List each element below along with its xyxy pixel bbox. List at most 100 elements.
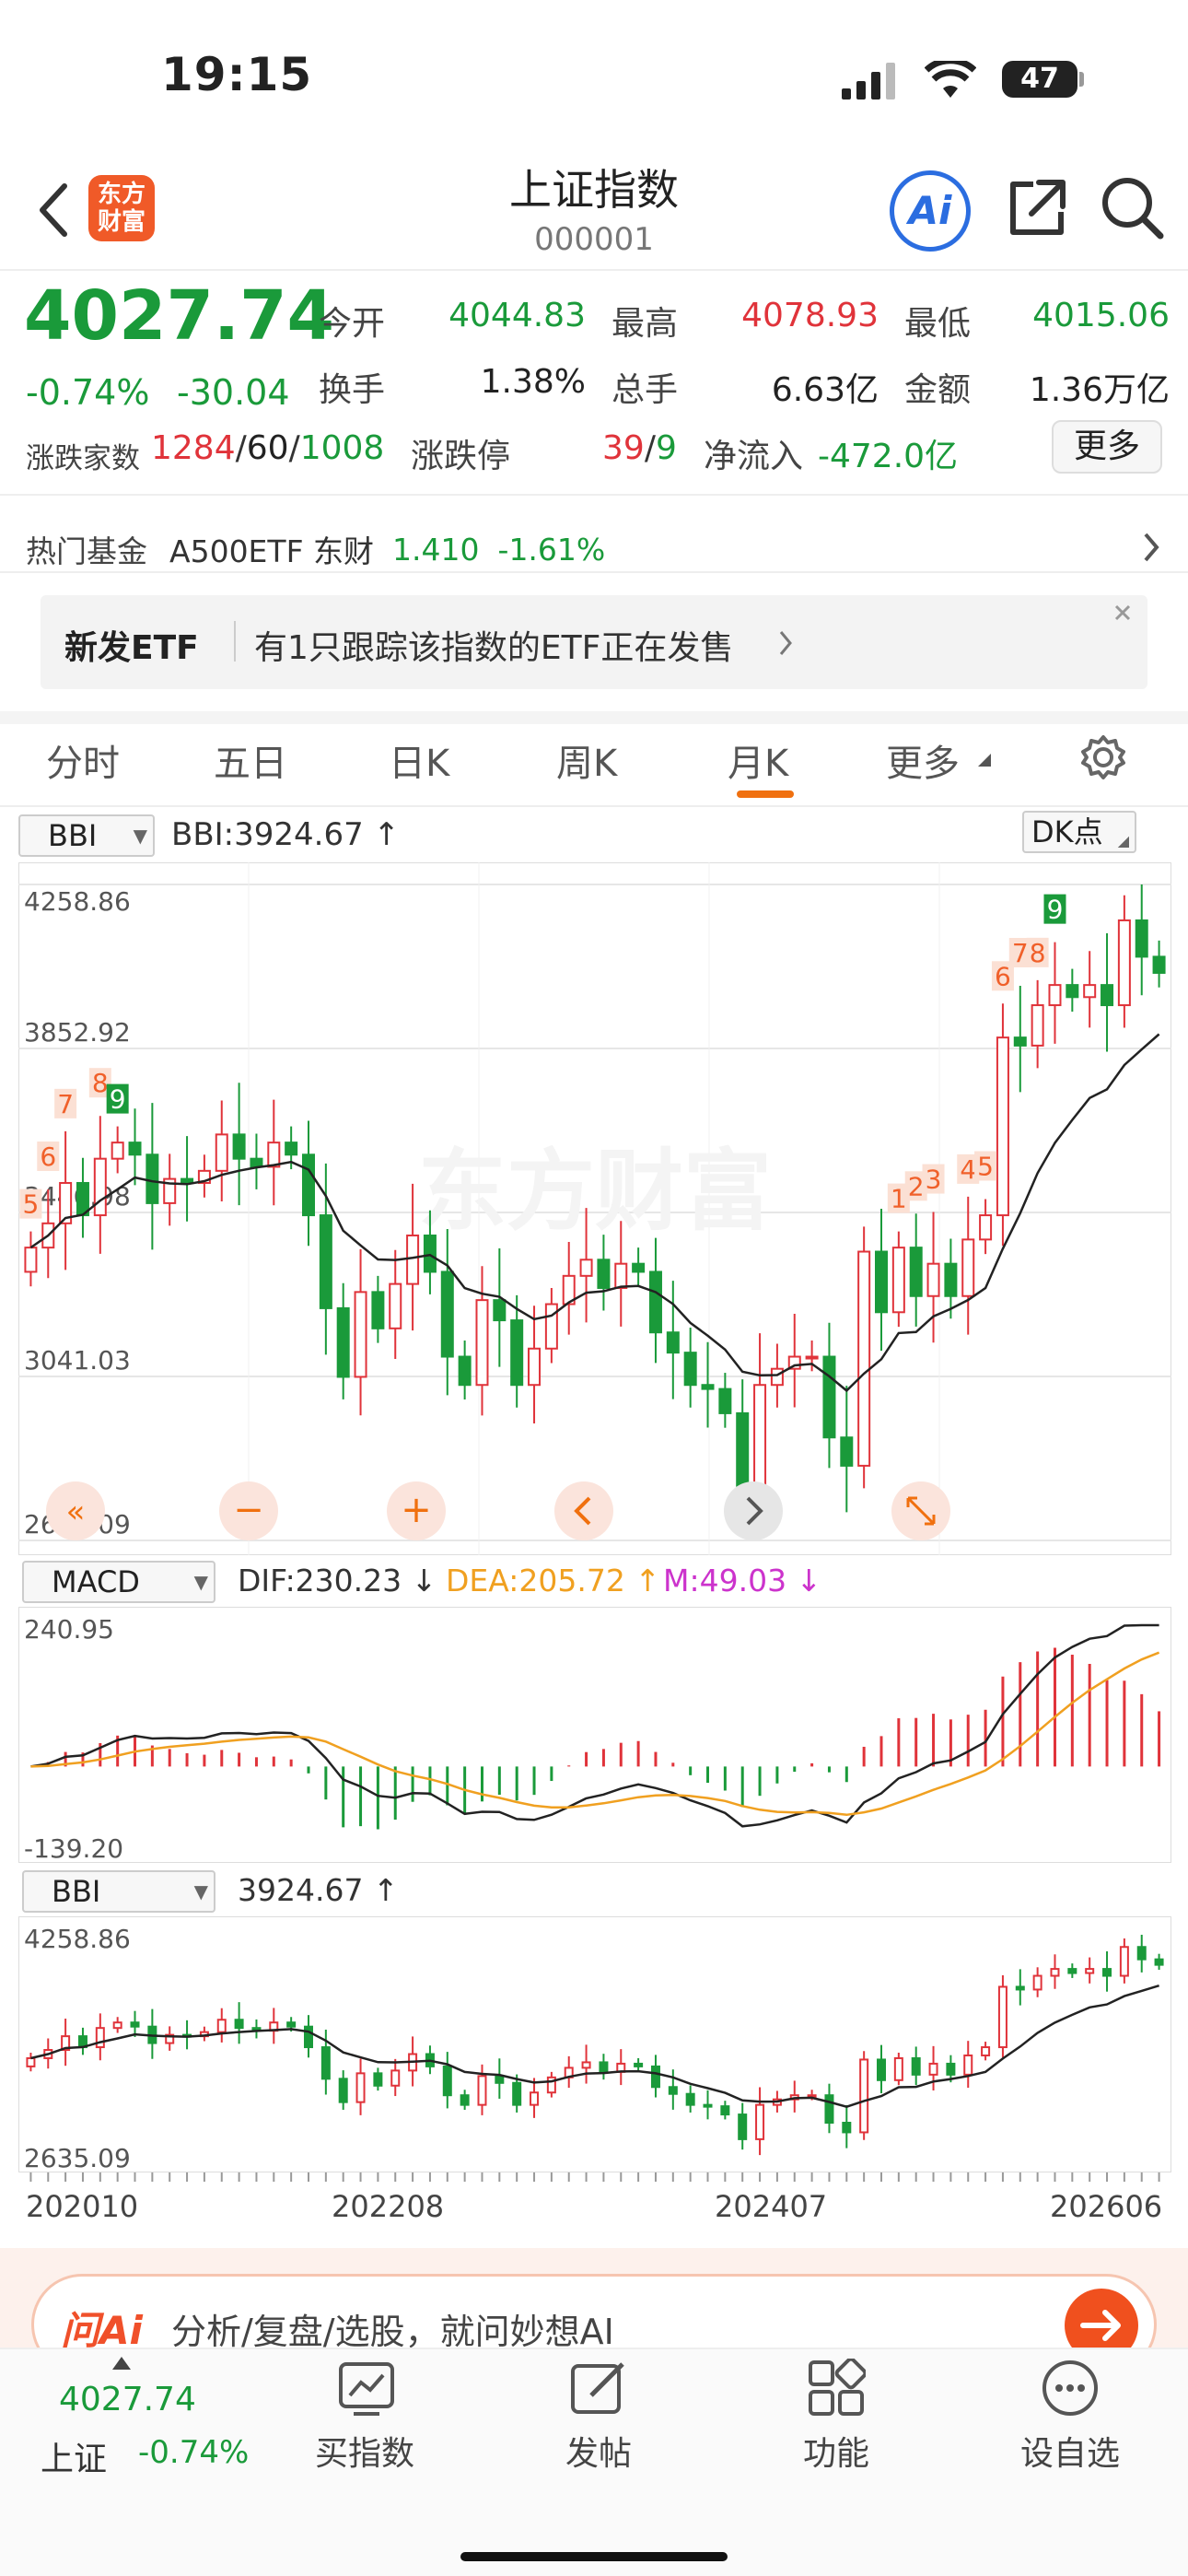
tab-intraday[interactable]: 分时: [46, 743, 120, 785]
candle-body: [944, 1262, 958, 1297]
mini-indicator-select[interactable]: BBI ▼: [22, 1870, 215, 1913]
candle-body: [614, 1262, 628, 1289]
candle-body: [961, 1238, 975, 1297]
new-etf-banner[interactable]: [41, 595, 1147, 689]
mini-top-label: 4258.86: [24, 1924, 131, 1954]
nav-functions[interactable]: 功能: [802, 2435, 869, 2473]
nav-index-change[interactable]: -0.74%: [138, 2434, 250, 2471]
arrow-up-icon: ↑: [363, 1872, 399, 1908]
tab-five-day[interactable]: 五日: [214, 743, 287, 785]
zoom-out-button[interactable]: −: [219, 1481, 278, 1540]
dropdown-caret-icon: ▼: [133, 825, 147, 847]
candle-body: [597, 1259, 611, 1289]
open-value: 4044.83: [448, 297, 586, 334]
bbi-value-text: BBI:3924.67: [171, 816, 364, 853]
candle-body: [1067, 1968, 1077, 1974]
candle-body: [319, 1214, 332, 1309]
zoom-in-button[interactable]: +: [387, 1481, 446, 1540]
candle-body: [24, 1247, 38, 1273]
settings-gear-icon[interactable]: [1079, 733, 1127, 781]
high-value: 4078.93: [741, 297, 879, 334]
candle-body: [546, 2076, 556, 2094]
tab-more[interactable]: 更多: [886, 743, 960, 785]
candle-body: [1102, 1968, 1112, 1977]
nav-post[interactable]: 发帖: [565, 2435, 632, 2473]
dk-marker-box: [1043, 894, 1066, 924]
fullscreen-button[interactable]: [891, 1481, 950, 1540]
more-quote-button[interactable]: 更多: [1052, 420, 1162, 474]
candle-body: [232, 1133, 246, 1160]
dk-marker-box: [922, 1164, 945, 1194]
candle-body: [997, 1985, 1007, 2049]
scroll-right-button[interactable]: [724, 1481, 783, 1540]
flat-count: 60: [246, 429, 289, 467]
arrow-right-icon: [1080, 2310, 1121, 2341]
post-icon[interactable]: [569, 2359, 628, 2418]
header-divider: [0, 269, 1188, 271]
candle-body: [510, 1319, 524, 1387]
amount-value: 1.36万亿: [1029, 371, 1170, 409]
candle-body: [215, 1133, 228, 1172]
ask-submit-button[interactable]: [1063, 2287, 1140, 2364]
nav-index-price[interactable]: 4027.74: [59, 2381, 196, 2418]
share-icon[interactable]: [1006, 177, 1068, 240]
candle-body: [59, 1181, 73, 1224]
candle-body: [648, 1270, 662, 1334]
nav-add-watchlist[interactable]: 设自选: [1019, 2435, 1120, 2473]
back-chevron-icon[interactable]: [37, 181, 70, 240]
dk-marker-box: [37, 1141, 60, 1171]
candle-body: [442, 2065, 452, 2097]
functions-grid-icon[interactable]: [807, 2359, 866, 2418]
quote-divider: [0, 494, 1188, 496]
dk-marker-box: [54, 1088, 77, 1118]
tab-daily-k[interactable]: 日K: [389, 743, 450, 785]
price-tick-label: 3041.03: [24, 1345, 131, 1376]
nav-buy-index[interactable]: 买指数: [314, 2435, 414, 2473]
arrow-down-icon: ↓: [402, 1563, 437, 1598]
tab-weekly-k[interactable]: 周K: [556, 743, 618, 785]
candle-body: [355, 2072, 366, 2103]
macd-chart[interactable]: 240.95 -139.20: [18, 1607, 1171, 1863]
battery-tip: [1079, 72, 1084, 87]
search-icon[interactable]: [1100, 175, 1166, 241]
candle-body: [632, 1262, 646, 1273]
overview-chart[interactable]: 4258.86 2635.09: [18, 1916, 1171, 2172]
candle-body: [1015, 1985, 1025, 1991]
wifi-icon: [925, 61, 976, 98]
candlestick-chart[interactable]: 东方财富 4258.863852.923446.983041.032635.09…: [18, 862, 1171, 1555]
nav-index-name[interactable]: 上证: [41, 2441, 108, 2478]
dk-marker-label: 7: [1012, 938, 1029, 968]
candle-body: [285, 1142, 298, 1156]
dk-marker-box: [974, 1151, 997, 1181]
dea-line: [30, 1651, 1160, 1817]
expand-up-caret-icon[interactable]: [112, 2357, 131, 2370]
main-indicator-select[interactable]: BBI ▼: [18, 814, 155, 857]
mini-indicator-select-value: BBI: [52, 1874, 101, 1909]
scroll-left-far-button[interactable]: «: [46, 1481, 105, 1540]
dk-point-button[interactable]: DK点 ◢: [1022, 811, 1136, 853]
candle-body: [234, 2019, 244, 2030]
home-indicator: [460, 2552, 728, 2561]
scroll-left-button[interactable]: [554, 1481, 613, 1540]
new-etf-tag: 新发ETF: [64, 629, 199, 667]
candle-body: [1013, 1036, 1027, 1047]
low-value: 4015.06: [1032, 297, 1170, 334]
arrow-up-icon: ↑: [624, 1563, 660, 1598]
candle-body: [891, 1247, 905, 1314]
buy-index-icon[interactable]: [337, 2360, 396, 2416]
candle-body: [130, 2021, 140, 2028]
candle-body: [1152, 955, 1166, 974]
open-label: 今开: [319, 305, 386, 343]
candle-body: [354, 1291, 367, 1378]
tab-monthly-k[interactable]: 月K: [728, 743, 789, 785]
close-banner-icon[interactable]: [1111, 601, 1135, 625]
macd-select[interactable]: MACD ▼: [22, 1561, 215, 1603]
candle-body: [112, 2021, 122, 2030]
fund-divider: [0, 571, 1188, 573]
watchlist-icon[interactable]: [1041, 2359, 1100, 2418]
hot-fund-row[interactable]: 热门基金 A500ETF 东财 1.410 -1.61%: [26, 527, 1168, 571]
limit-up-count: 39: [602, 429, 645, 467]
candle-body: [544, 1303, 558, 1350]
double-chevron-left-icon: «: [66, 1493, 86, 1530]
ai-assistant-button[interactable]: Ai: [890, 170, 971, 252]
